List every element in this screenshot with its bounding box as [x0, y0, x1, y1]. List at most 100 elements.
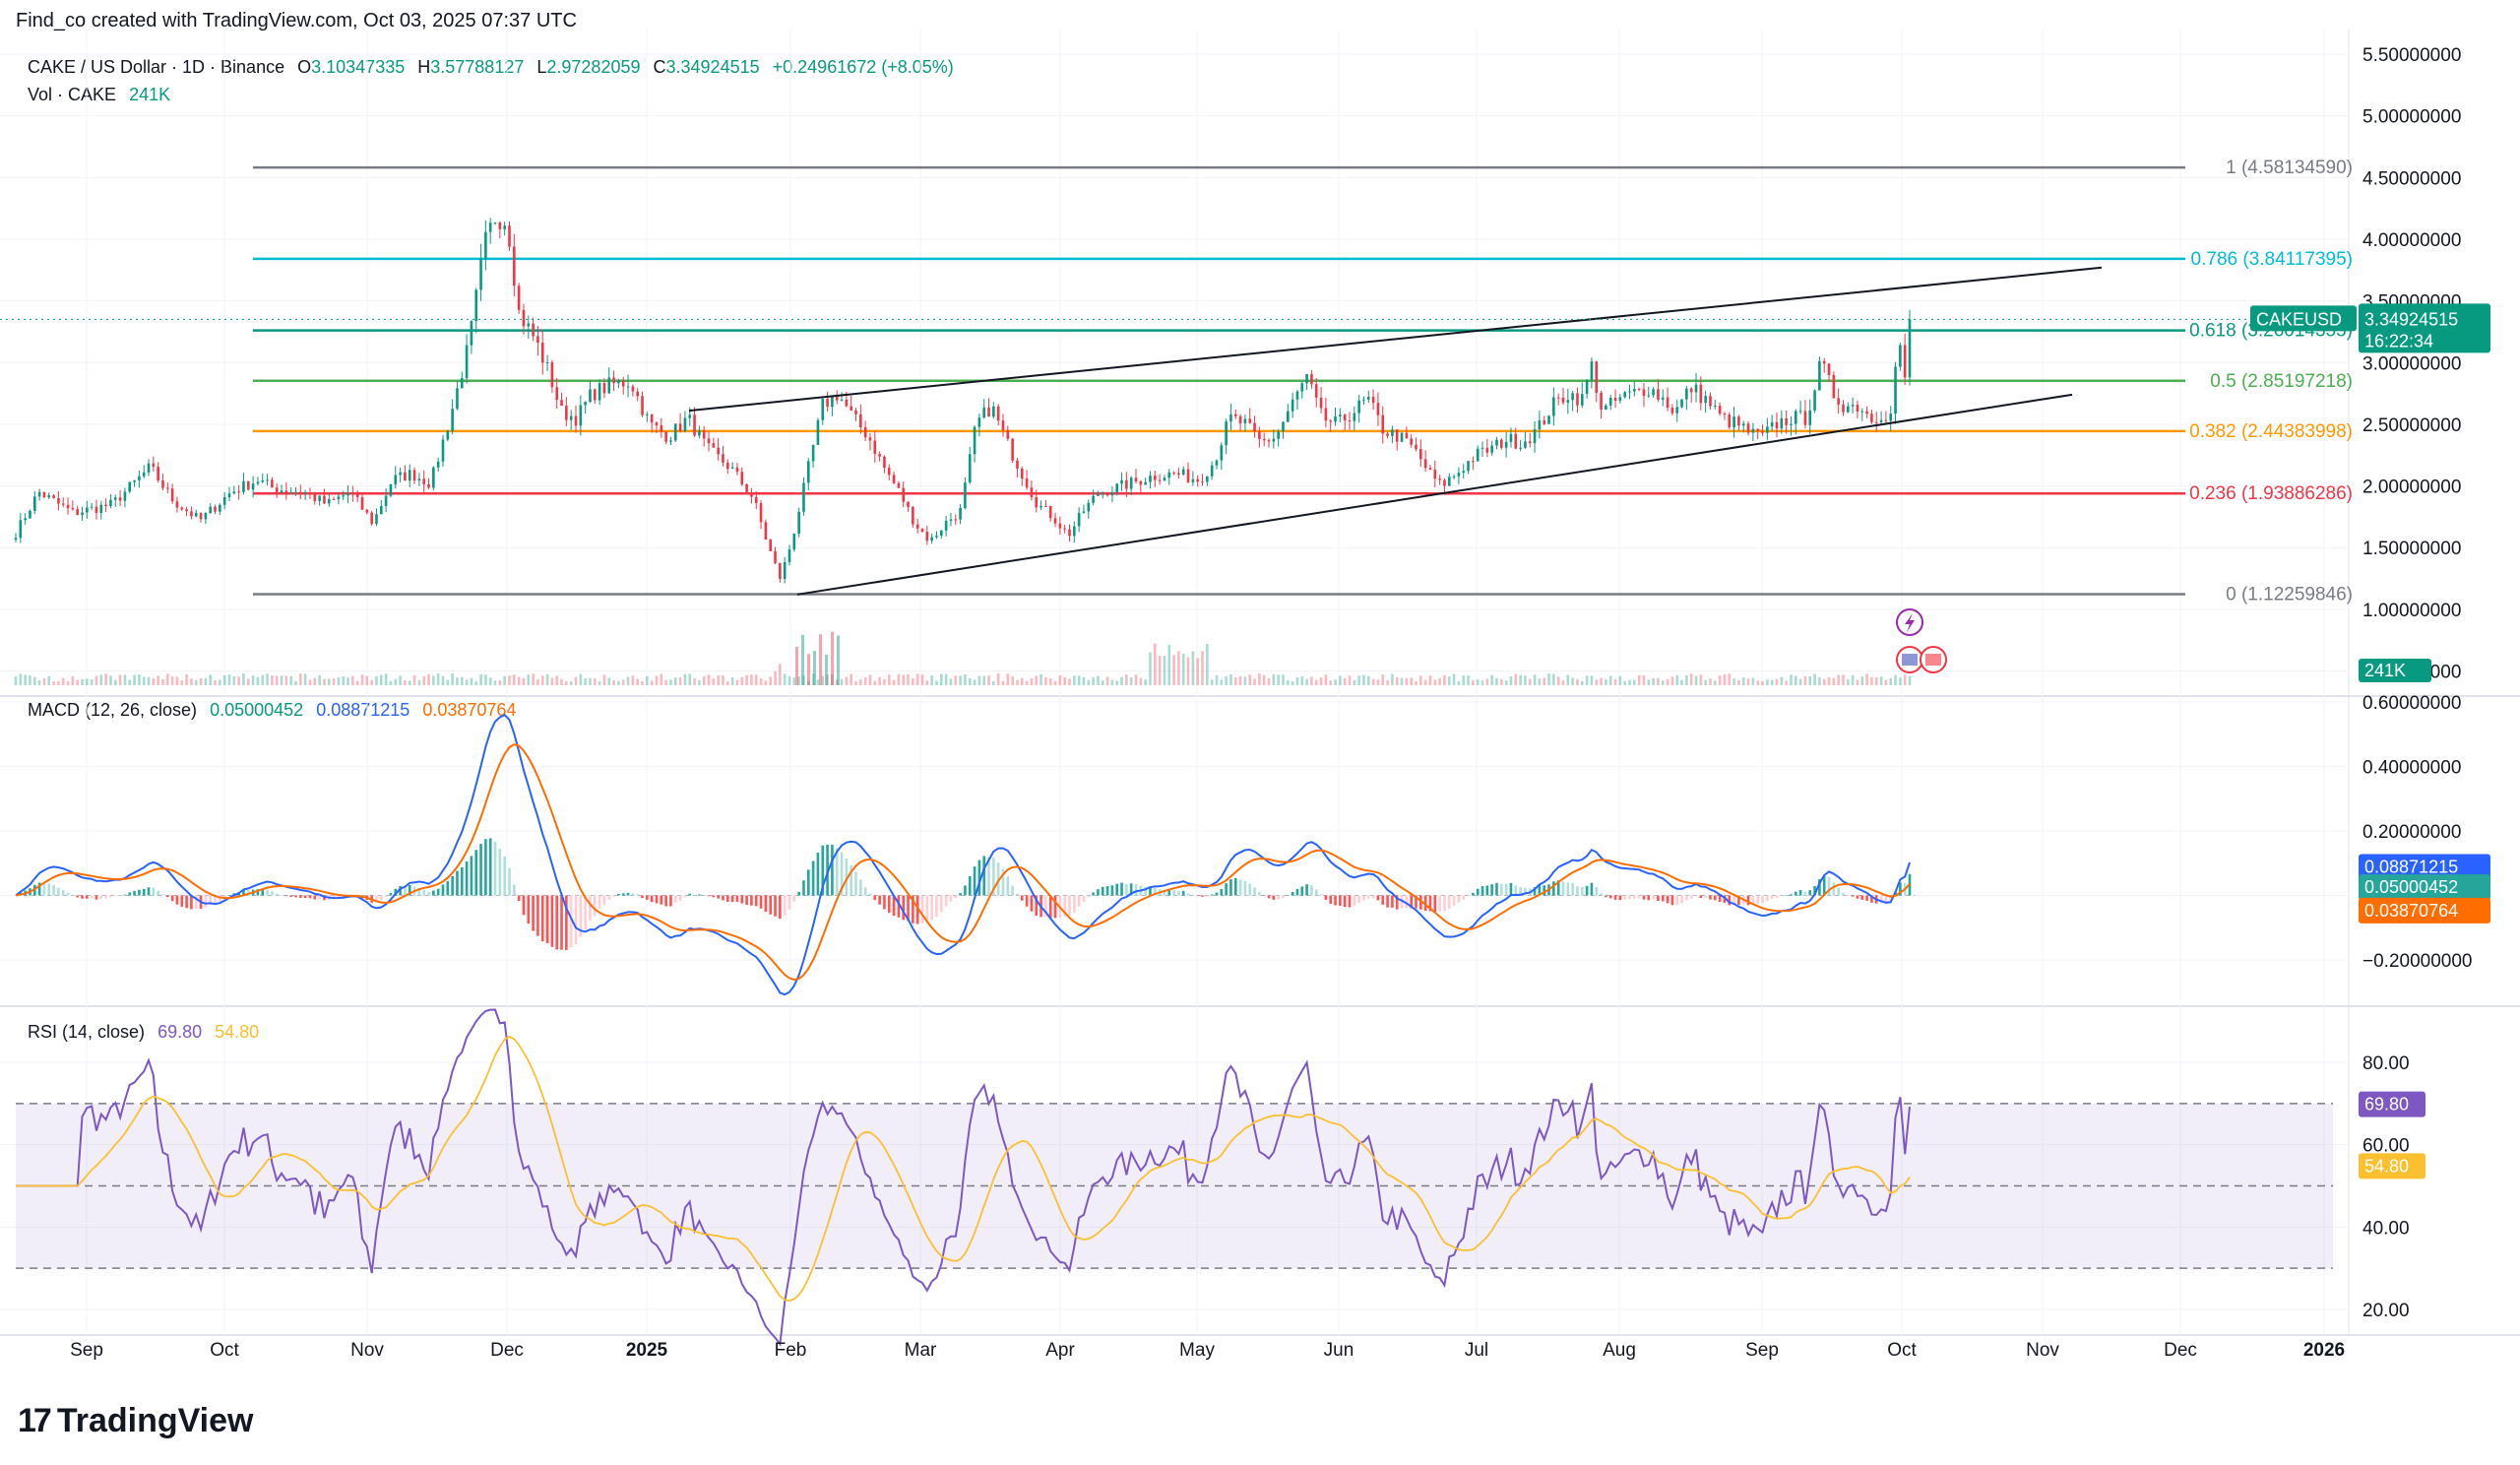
volume-bar [883, 679, 886, 685]
macd-histogram-bar [113, 895, 117, 897]
macd-histogram-bar [133, 890, 136, 896]
volume-bar [479, 673, 482, 685]
rsi-tag-bg [2359, 1091, 2426, 1117]
macd-histogram-bar [1803, 891, 1807, 896]
volume-bar [104, 673, 107, 685]
macd-histogram-bar [161, 894, 164, 896]
volume-bar [1225, 676, 1228, 685]
macd-histogram-bar [1181, 890, 1185, 896]
candle-body [1770, 421, 1774, 427]
rsi-axis-label: 60.00 [2362, 1136, 2410, 1157]
candle-body [560, 400, 563, 407]
time-axis-label: Mar [905, 1340, 937, 1361]
macd-histogram-bar [118, 895, 122, 897]
candle-body [1181, 469, 1185, 476]
volume-bar [850, 673, 852, 685]
volume-bar [1723, 674, 1727, 685]
volume-bar [1580, 680, 1584, 685]
macd-histogram-bar [702, 895, 706, 896]
macd-histogram-bar [940, 895, 943, 913]
macd-histogram-bar [1243, 880, 1247, 896]
macd-histogram-bar [1447, 895, 1451, 909]
volume-bar [1077, 675, 1081, 685]
macd-histogram-bar [1282, 895, 1285, 898]
macd-histogram-bar [1134, 884, 1138, 896]
macd-histogram-bar [1580, 886, 1584, 896]
candle-body [14, 538, 18, 541]
volume-bar [1053, 680, 1057, 685]
macd-histogram-bar [1163, 889, 1166, 896]
macd-histogram-bar [1376, 895, 1380, 901]
macd-histogram-bar [1600, 893, 1603, 896]
volume-bar [1689, 673, 1693, 685]
volume-bar [717, 675, 720, 685]
candle-body [536, 336, 539, 344]
macd-histogram-bar [1101, 886, 1104, 896]
price-axis-label: 1.00000000 [2362, 601, 2461, 621]
candle-body [982, 407, 985, 418]
macd-histogram-bar [246, 890, 250, 896]
candle-body [1689, 388, 1693, 393]
macd-histogram-bar [1053, 895, 1057, 919]
candle-body [57, 498, 60, 504]
volume-bar [1353, 679, 1356, 685]
candle-body [147, 463, 151, 473]
macd-histogram-bar [185, 895, 188, 909]
volume-legend[interactable]: Vol · CAKE 241K [28, 85, 170, 105]
volume-bar [42, 678, 46, 685]
candle-body [1822, 360, 1826, 364]
volume-bar [1287, 679, 1290, 685]
candle-body [266, 479, 269, 481]
macd-histogram-bar [280, 894, 284, 896]
volume-bar [1543, 677, 1546, 685]
volume-bar [508, 675, 511, 685]
candle-body [1196, 478, 1199, 482]
volume-bar [29, 675, 32, 685]
volume-bar [664, 679, 667, 685]
volume-bar [1282, 674, 1285, 685]
macd-histogram-bar [1452, 895, 1456, 906]
candle-body [783, 561, 787, 580]
candle-body [940, 530, 943, 537]
candle-body [1400, 432, 1404, 442]
macd-histogram-bar [1647, 895, 1651, 901]
volume-bar [745, 674, 748, 685]
macd-histogram-bar [1472, 892, 1475, 896]
macd-histogram-bar [1343, 895, 1347, 908]
volume-bar [209, 674, 213, 685]
event-markers[interactable] [1896, 608, 1947, 673]
candle-body [1899, 345, 1902, 367]
volume-bar [1163, 655, 1166, 685]
volume-bar [964, 673, 967, 685]
candle-body [1287, 411, 1290, 422]
volume-bar [1272, 673, 1276, 685]
rsi-ma-line [16, 1035, 1911, 1303]
candle-body [1647, 395, 1651, 397]
macd-histogram-bar [1680, 895, 1683, 904]
trend-channel[interactable] [0, 266, 2349, 596]
volume-bar [1191, 651, 1195, 685]
fibonacci-retracement[interactable]: 1 (4.58134590)0.786 (3.84117395)0.618 (3… [253, 158, 2353, 605]
macd-histogram-bar [209, 895, 213, 905]
volume-bar [1177, 651, 1180, 685]
volume-bar [759, 678, 763, 685]
candle-body [1860, 411, 1864, 413]
macd-histogram-bar [987, 857, 990, 896]
macd-histogram-bar [712, 895, 716, 898]
candle-body [1818, 360, 1821, 391]
macd-histogram-bar [806, 869, 810, 896]
volume-bar [1277, 674, 1280, 685]
macd-histogram-bar [1827, 876, 1831, 896]
tradingview-logo[interactable]: 17 TradingView [18, 1402, 253, 1440]
volume-bar [1605, 679, 1607, 685]
macd-histogram-bar [1543, 885, 1546, 896]
candle-body [1006, 429, 1010, 439]
volume-bar [769, 676, 773, 685]
volume-bar [819, 634, 822, 685]
main-series-legend[interactable]: CAKE / US Dollar · 1D · Binance O3.10347… [28, 57, 954, 78]
macd-legend[interactable]: MACD (12, 26, close) 0.05000452 0.088712… [28, 700, 516, 721]
volume-bar [1666, 678, 1670, 685]
candle-body [655, 422, 659, 426]
macd-histogram-bar [892, 895, 896, 917]
